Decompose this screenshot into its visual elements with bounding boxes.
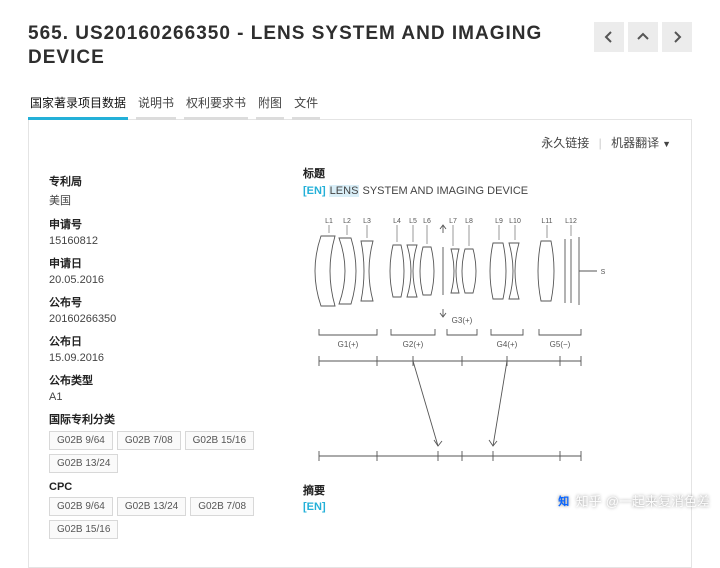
ipc-tags: G02B 9/64 G02B 7/08 G02B 15/16 G02B 13/2… [49,431,279,473]
chevron-down-icon: ▼ [662,139,671,149]
tab-documents[interactable]: 文件 [292,88,320,119]
svg-text:L11: L11 [541,218,552,225]
office-value: 美国 [49,192,279,208]
tabs: 国家著录项目数据 说明书 权利要求书 附图 文件 [28,88,692,120]
svg-text:G3(+): G3(+) [452,316,473,325]
svg-text:L4: L4 [393,218,401,225]
biblio-right: 标题 [EN] LENS SYSTEM AND IMAGING DEVICE [303,165,671,547]
title-field-label: 标题 [303,165,671,181]
pubnum-label: 公布号 [49,294,279,310]
abstract-label: 摘要 [303,482,671,498]
svg-text:L6: L6 [423,218,431,225]
cpc-label: CPC [49,481,279,493]
cpc-tags: G02B 9/64 G02B 13/24 G02B 7/08 G02B 15/1… [49,497,279,539]
prev-button[interactable] [594,22,624,52]
cpc-tag[interactable]: G02B 13/24 [117,497,186,516]
cpc-tag[interactable]: G02B 7/08 [190,497,254,516]
lens-diagram: L1 L2 L3 L4 L5 L6 L7 L8 L9 L10 L11 L12 [303,211,671,476]
ipc-label: 国际专利分类 [49,411,279,427]
appnum-value: 15160812 [49,235,279,247]
content-panel: 永久链接 | 机器翻译▼ 专利局 美国 申请号 15160812 申请日 20.… [28,120,692,568]
up-button[interactable] [628,22,658,52]
svg-text:L2: L2 [343,218,351,225]
svg-text:G2(+): G2(+) [403,340,424,349]
svg-text:L1: L1 [325,218,333,225]
nav-buttons [594,22,692,52]
abstract-lang-badge: [EN] [303,501,671,513]
permalink-link[interactable]: 永久链接 [541,136,589,150]
title-rest: SYSTEM AND IMAGING DEVICE [362,185,528,197]
ipc-tag[interactable]: G02B 9/64 [49,431,113,450]
svg-text:G5(−): G5(−) [550,340,571,349]
pubdate-label: 公布日 [49,333,279,349]
title-lang-badge: [EN] [303,185,326,197]
appdate-value: 20.05.2016 [49,274,279,286]
appdate-label: 申请日 [49,255,279,271]
tab-drawings[interactable]: 附图 [256,88,284,119]
ipc-tag[interactable]: G02B 13/24 [49,454,118,473]
pubnum-value: 20160266350 [49,313,279,325]
svg-text:L7: L7 [449,218,457,225]
translate-label: 机器翻译 [611,136,659,150]
cpc-tag[interactable]: G02B 9/64 [49,497,113,516]
next-button[interactable] [662,22,692,52]
tab-description[interactable]: 说明书 [136,88,176,119]
title-highlight: LENS [329,185,360,197]
appnum-label: 申请号 [49,216,279,232]
panel-toolbar: 永久链接 | 机器翻译▼ [49,134,671,151]
tab-claims[interactable]: 权利要求书 [184,88,248,119]
pubtype-value: A1 [49,391,279,403]
pubtype-label: 公布类型 [49,372,279,388]
svg-text:L9: L9 [495,218,503,225]
svg-text:L5: L5 [409,218,417,225]
page-title: 565. US20160266350 - LENS SYSTEM AND IMA… [28,22,582,70]
translate-dropdown[interactable]: 机器翻译▼ [611,136,671,150]
toolbar-separator: | [599,136,602,150]
tab-biblio[interactable]: 国家著录项目数据 [28,88,128,119]
svg-text:G1(+): G1(+) [338,340,359,349]
title-field-value: [EN] LENS SYSTEM AND IMAGING DEVICE [303,185,671,197]
office-label: 专利局 [49,173,279,189]
svg-text:L12: L12 [565,218,577,225]
svg-text:L8: L8 [465,218,473,225]
svg-text:G4(+): G4(+) [497,340,518,349]
cpc-tag[interactable]: G02B 15/16 [49,520,118,539]
svg-text:S: S [601,269,606,276]
svg-text:L3: L3 [363,218,371,225]
ipc-tag[interactable]: G02B 15/16 [185,431,254,450]
pubdate-value: 15.09.2016 [49,352,279,364]
ipc-tag[interactable]: G02B 7/08 [117,431,181,450]
svg-text:L10: L10 [509,218,521,225]
biblio-left: 专利局 美国 申请号 15160812 申请日 20.05.2016 公布号 2… [49,165,279,547]
